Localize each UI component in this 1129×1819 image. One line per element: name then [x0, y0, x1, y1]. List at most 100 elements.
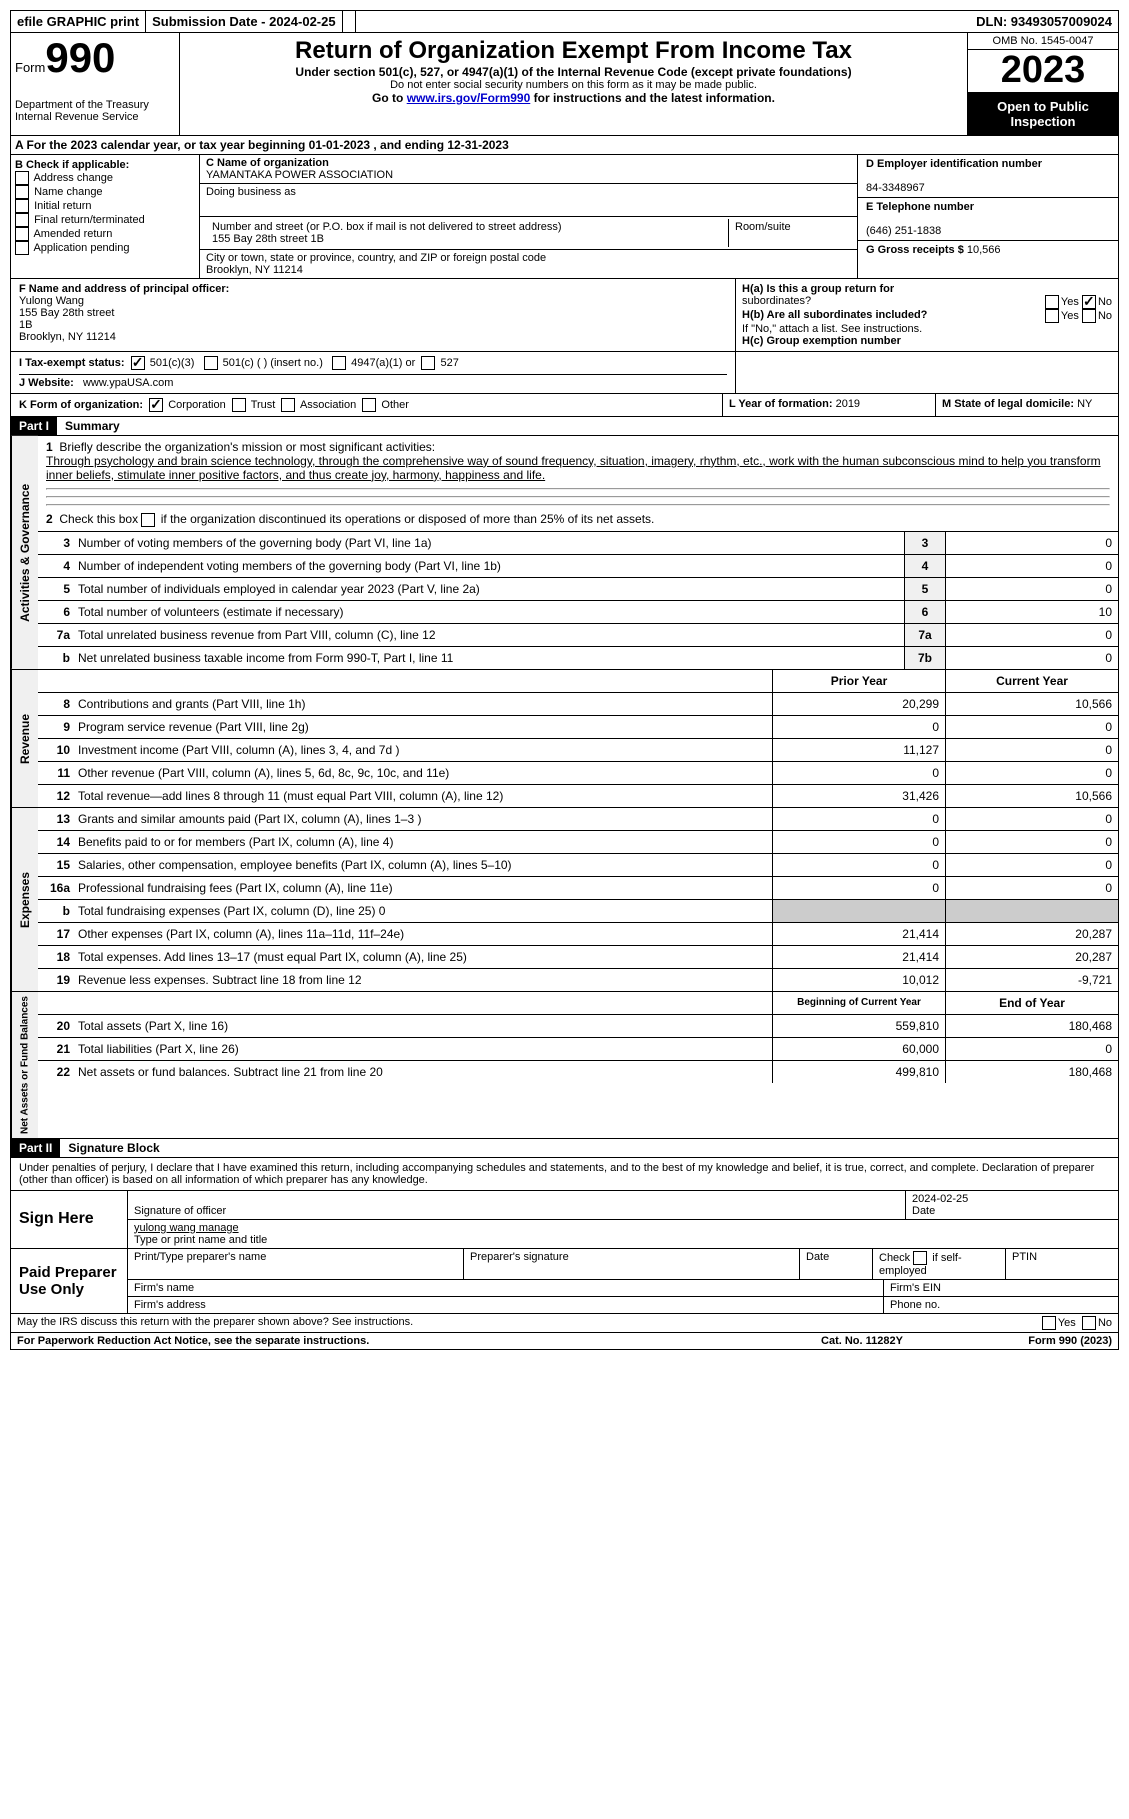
- checkbox-name[interactable]: [15, 185, 29, 199]
- efile-label: efile GRAPHIC print: [11, 11, 146, 32]
- l19: Revenue less expenses. Subtract line 18 …: [74, 971, 772, 989]
- checkbox-amended[interactable]: [15, 227, 29, 241]
- checkbox-pending[interactable]: [15, 241, 29, 255]
- revenue-label: Revenue: [11, 670, 38, 807]
- governance-section: Activities & Governance 1 Briefly descri…: [10, 436, 1119, 670]
- hb-yes[interactable]: [1045, 309, 1059, 323]
- cb-other[interactable]: [362, 398, 376, 412]
- top-bar: efile GRAPHIC print Submission Date - 20…: [10, 10, 1119, 33]
- ha-no[interactable]: [1082, 295, 1096, 309]
- sig-name-label: Type or print name and title: [134, 1234, 267, 1246]
- officer-row: F Name and address of principal officer:…: [10, 279, 1119, 352]
- l16b: Total fundraising expenses (Part IX, col…: [74, 902, 772, 920]
- form-footer: Form 990 (2023): [962, 1335, 1112, 1347]
- section-b-title: B Check if applicable:: [15, 159, 129, 171]
- tax-year: 2023: [968, 50, 1118, 93]
- part-1-header: Part I Summary: [10, 417, 1119, 436]
- website: www.ypaUSA.com: [83, 377, 173, 389]
- l3: Number of voting members of the governin…: [74, 534, 904, 552]
- ein-label: D Employer identification number: [866, 158, 1042, 170]
- goto-pre: Go to: [372, 91, 407, 105]
- discuss-yes[interactable]: [1042, 1316, 1056, 1330]
- dept-1: Department of the Treasury: [15, 99, 175, 111]
- part-1-label: Part I: [11, 417, 57, 435]
- irs-link[interactable]: www.irs.gov/Form990: [407, 91, 531, 105]
- preparer-sig-label: Preparer's signature: [464, 1249, 800, 1279]
- hb-label: H(b) Are all subordinates included?: [742, 309, 927, 323]
- expenses-label: Expenses: [11, 808, 38, 991]
- cb-4947[interactable]: [332, 356, 346, 370]
- checkbox-initial[interactable]: [15, 199, 29, 213]
- website-label: J Website:: [19, 377, 74, 389]
- cb-527[interactable]: [421, 356, 435, 370]
- discuss-text: May the IRS discuss this return with the…: [17, 1316, 1042, 1330]
- firm-addr-label: Firm's address: [128, 1297, 884, 1313]
- q1: Briefly describe the organization's miss…: [59, 440, 435, 454]
- checkbox-final[interactable]: [15, 213, 29, 227]
- q2: Check this box if the organization disco…: [59, 512, 654, 526]
- ein: 84-3348967: [866, 182, 925, 194]
- l16a: Professional fundraising fees (Part IX, …: [74, 879, 772, 897]
- l20: Total assets (Part X, line 16): [74, 1017, 772, 1035]
- part-2-label: Part II: [11, 1139, 60, 1157]
- cb-501c3[interactable]: [131, 356, 145, 370]
- l4: Number of independent voting members of …: [74, 557, 904, 575]
- penalty-statement: Under penalties of perjury, I declare th…: [11, 1158, 1118, 1190]
- l7b: Net unrelated business taxable income fr…: [74, 649, 904, 667]
- l6: Total number of volunteers (estimate if …: [74, 603, 904, 621]
- ssn-note: Do not enter social security numbers on …: [184, 79, 963, 91]
- officer-city: Brooklyn, NY 11214: [19, 331, 116, 343]
- sig-name: yulong wang manage: [134, 1222, 239, 1234]
- l7b-val: 0: [945, 647, 1118, 669]
- l21: Total liabilities (Part X, line 26): [74, 1040, 772, 1058]
- ha-label: H(a) Is this a group return for: [742, 283, 894, 295]
- officer-name: Yulong Wang: [19, 295, 84, 307]
- paid-preparer-label: Paid Preparer Use Only: [11, 1249, 128, 1313]
- year-formed-label: L Year of formation:: [729, 398, 833, 410]
- form-org-row: K Form of organization: Corporation Trus…: [10, 394, 1119, 417]
- cb-trust[interactable]: [232, 398, 246, 412]
- cb-discontinued[interactable]: [141, 513, 155, 527]
- l12: Total revenue—add lines 8 through 11 (mu…: [74, 787, 772, 805]
- current-year-hdr: Current Year: [945, 670, 1118, 692]
- city: Brooklyn, NY 11214: [206, 264, 303, 276]
- checkbox-address[interactable]: [15, 171, 29, 185]
- sig-date: 2024-02-25: [912, 1193, 968, 1205]
- part-1-title: Summary: [57, 417, 1118, 435]
- submission-date: Submission Date - 2024-02-25: [146, 11, 343, 32]
- hc-label: H(c) Group exemption number: [742, 335, 901, 347]
- l15: Salaries, other compensation, employee b…: [74, 856, 772, 874]
- l3-val: 0: [945, 532, 1118, 554]
- org-name-label: C Name of organization: [206, 157, 329, 169]
- discuss-row: May the IRS discuss this return with the…: [10, 1314, 1119, 1333]
- cb-assoc[interactable]: [281, 398, 295, 412]
- form-title: Return of Organization Exempt From Incom…: [184, 37, 963, 65]
- signature-block: Under penalties of perjury, I declare th…: [10, 1158, 1119, 1314]
- l11: Other revenue (Part VIII, column (A), li…: [74, 764, 772, 782]
- begin-year-hdr: Beginning of Current Year: [772, 992, 945, 1014]
- gross-label: G Gross receipts $: [866, 244, 964, 256]
- ha-yes[interactable]: [1045, 295, 1059, 309]
- cb-corp[interactable]: [149, 398, 163, 412]
- cb-self-employed[interactable]: [913, 1251, 927, 1265]
- l9: Program service revenue (Part VIII, line…: [74, 718, 772, 736]
- tel: (646) 251-1838: [866, 225, 941, 237]
- room-label: Room/suite: [729, 219, 851, 247]
- prior-year-hdr: Prior Year: [772, 670, 945, 692]
- form-word: Form: [15, 60, 45, 75]
- cb-501c[interactable]: [204, 356, 218, 370]
- tel-label: E Telephone number: [866, 201, 974, 213]
- dept-2: Internal Revenue Service: [15, 111, 175, 123]
- form-org-label: K Form of organization:: [19, 399, 143, 411]
- hb-note: If "No," attach a list. See instructions…: [742, 323, 1112, 335]
- hb-no[interactable]: [1082, 309, 1096, 323]
- discuss-no[interactable]: [1082, 1316, 1096, 1330]
- ptin-label: PTIN: [1006, 1249, 1118, 1279]
- l14: Benefits paid to or for members (Part IX…: [74, 833, 772, 851]
- header-grid: B Check if applicable: Address change Na…: [10, 155, 1119, 279]
- form-subtitle: Under section 501(c), 527, or 4947(a)(1)…: [184, 65, 963, 79]
- l22: Net assets or fund balances. Subtract li…: [74, 1063, 772, 1081]
- revenue-section: Revenue Prior YearCurrent Year 8Contribu…: [10, 670, 1119, 808]
- officer-addr1: 155 Bay 28th street: [19, 307, 114, 319]
- dba-label: Doing business as: [206, 186, 296, 198]
